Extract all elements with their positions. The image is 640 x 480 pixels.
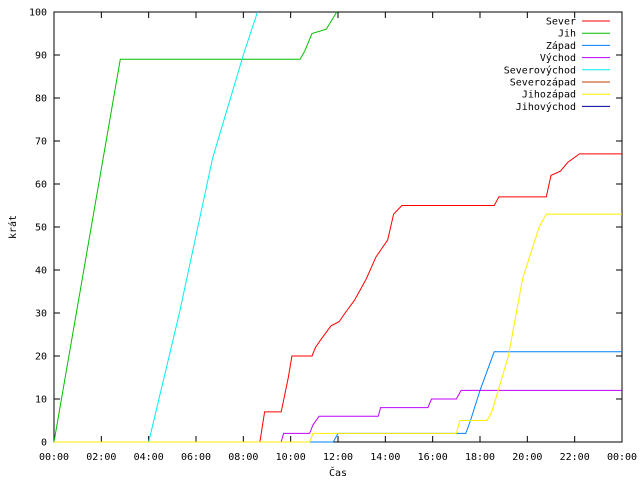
series-lines	[53, 11, 622, 443]
series-line-západ	[54, 351, 622, 443]
legend-label: Jihovýchod	[516, 101, 576, 113]
y-tick-label: 0	[41, 438, 47, 449]
x-tick-label: 08:00	[228, 452, 258, 463]
series-line-sever	[54, 153, 622, 443]
series-line-jihozápad	[54, 213, 622, 443]
x-tick-label: 04:00	[134, 452, 164, 463]
axis-ticks: 0 10 20 30 40 50 60 70 80 90 100 00:00 02:00 04:00 06:…	[29, 8, 637, 464]
y-axis-title: krát	[7, 215, 19, 239]
y-tick-label: 100	[29, 8, 47, 19]
legend-label: Severovýchod	[504, 64, 576, 76]
x-tick-label: 00:00	[607, 452, 637, 463]
x-tick-label: 18:00	[465, 452, 495, 463]
legend-label: Západ	[546, 40, 576, 52]
y-tick-label: 10	[35, 395, 47, 406]
x-tick-label: 10:00	[276, 452, 306, 463]
y-tick-label: 90	[35, 51, 47, 62]
y-tick-label: 80	[35, 94, 47, 105]
x-tick-label: 12:00	[323, 452, 353, 463]
series-line-severovýchod	[54, 11, 258, 443]
legend: SeverJihZápadVýchodSeverovýchodSeverozáp…	[504, 17, 610, 113]
x-tick-label: 00:00	[39, 452, 69, 463]
series-line-východ	[54, 389, 622, 443]
y-tick-label: 20	[35, 352, 47, 363]
legend-label: Jih	[558, 29, 576, 40]
legend-label: Sever	[546, 17, 576, 28]
plot-frame	[53, 11, 623, 443]
y-tick-label: 40	[35, 266, 47, 277]
legend-label: Východ	[540, 52, 576, 64]
x-tick-label: 06:00	[181, 452, 211, 463]
y-tick-label: 50	[35, 223, 47, 234]
series-line-jih	[53, 11, 338, 443]
y-tick-label: 30	[35, 309, 47, 320]
x-tick-label: 14:00	[370, 452, 400, 463]
x-axis-title: Čas	[329, 466, 347, 479]
x-tick-label: 22:00	[560, 452, 590, 463]
y-tick-label: 70	[35, 137, 47, 148]
x-tick-label: 02:00	[86, 452, 116, 463]
x-tick-label: 20:00	[512, 452, 542, 463]
legend-label: Jihozápad	[522, 89, 576, 101]
legend-label: Severozápad	[510, 77, 576, 89]
y-tick-label: 60	[35, 180, 47, 191]
x-tick-label: 16:00	[418, 452, 448, 463]
